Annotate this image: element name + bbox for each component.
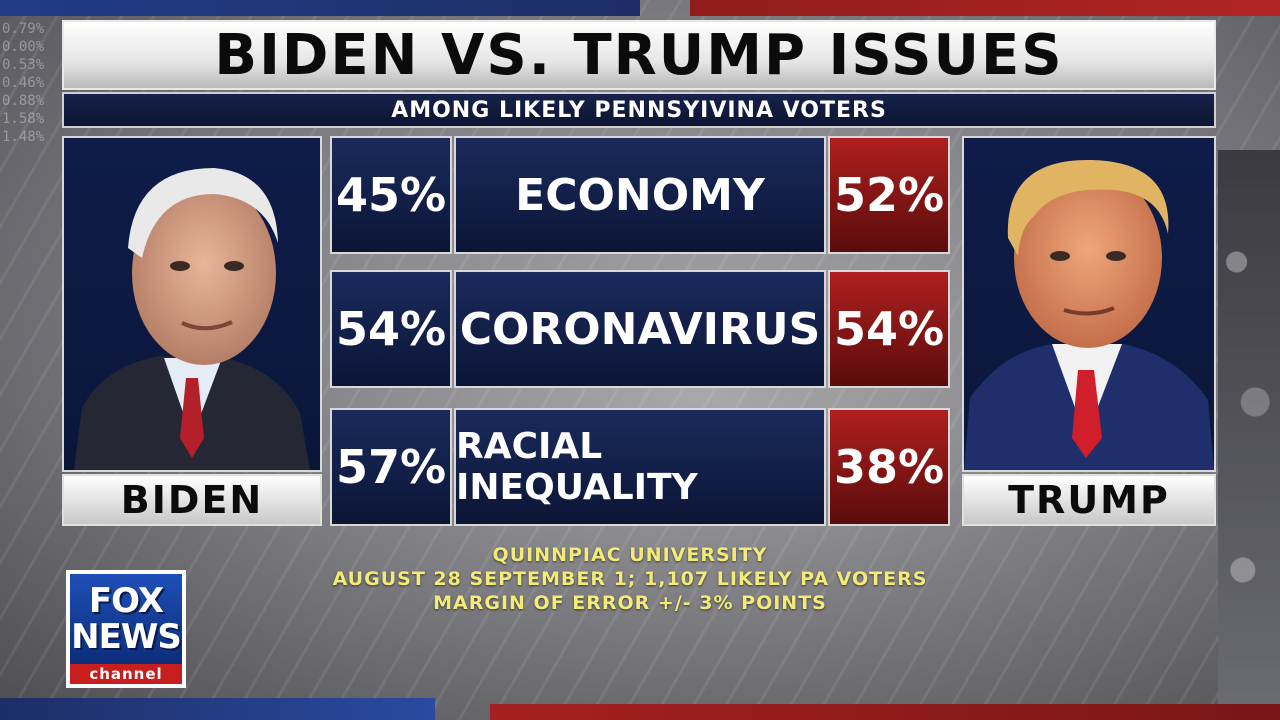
ticker-value: 1.58% bbox=[2, 111, 45, 127]
issue-row: 57% RACIAL INEQUALITY 38% bbox=[330, 408, 950, 526]
ticker-value: 1.48% bbox=[2, 129, 45, 145]
poll-source: QUINNPIAC UNIVERSITY AUGUST 28 SEPTEMBER… bbox=[320, 543, 940, 615]
biden-name-label: BIDEN bbox=[62, 474, 322, 526]
issue-label: CORONAVIRUS bbox=[454, 270, 826, 388]
biden-portrait bbox=[62, 136, 322, 472]
ticker-value: 0.00% bbox=[2, 39, 45, 55]
trump-portrait bbox=[962, 136, 1216, 472]
subtitle-banner: AMONG LIKELY PENNSYIVINA VOTERS bbox=[62, 92, 1216, 128]
title-banner: BIDEN VS. TRUMP ISSUES bbox=[62, 20, 1216, 90]
ticker-value: 0.46% bbox=[2, 75, 45, 91]
top-blue-bar bbox=[0, 0, 640, 16]
logo-blue-panel: FOX NEWS bbox=[70, 574, 182, 664]
biden-percentage: 57% bbox=[330, 408, 452, 526]
source-line: QUINNPIAC UNIVERSITY bbox=[492, 544, 768, 566]
graphic-title: BIDEN VS. TRUMP ISSUES bbox=[214, 22, 1064, 88]
fox-news-logo: FOX NEWS channel bbox=[66, 570, 186, 688]
source-line: AUGUST 28 SEPTEMBER 1; 1,107 LIKELY PA V… bbox=[332, 568, 928, 590]
issue-label: RACIAL INEQUALITY bbox=[454, 408, 826, 526]
trump-percentage: 38% bbox=[828, 408, 950, 526]
logo-channel-text: channel bbox=[70, 664, 182, 684]
ticker-value: 0.53% bbox=[2, 57, 45, 73]
bottom-red-bar bbox=[490, 704, 1280, 720]
background-ticker: 0.79% 0.00% 0.53% 0.46% 0.88% 1.58% 1.48… bbox=[0, 20, 60, 190]
top-red-bar bbox=[690, 0, 1280, 16]
trump-percentage: 54% bbox=[828, 270, 950, 388]
issue-label: ECONOMY bbox=[454, 136, 826, 254]
issue-row: 54% CORONAVIRUS 54% bbox=[330, 270, 950, 388]
biden-photo-illustration bbox=[74, 168, 310, 470]
trump-photo-illustration bbox=[964, 159, 1214, 470]
graphic-subtitle: AMONG LIKELY PENNSYIVINA VOTERS bbox=[391, 97, 887, 123]
trump-name-label: TRUMP bbox=[962, 474, 1216, 526]
trump-percentage: 52% bbox=[828, 136, 950, 254]
issue-row: 45% ECONOMY 52% bbox=[330, 136, 950, 254]
biden-percentage: 45% bbox=[330, 136, 452, 254]
bottom-blue-bar bbox=[0, 698, 435, 720]
ticker-value: 0.88% bbox=[2, 93, 45, 109]
background-map bbox=[1218, 150, 1280, 710]
ticker-value: 0.79% bbox=[2, 21, 45, 37]
logo-fox-text: FOX bbox=[88, 581, 164, 621]
biden-percentage: 54% bbox=[330, 270, 452, 388]
logo-news-text: NEWS bbox=[71, 617, 182, 657]
source-line: MARGIN OF ERROR +/- 3% POINTS bbox=[433, 592, 827, 614]
